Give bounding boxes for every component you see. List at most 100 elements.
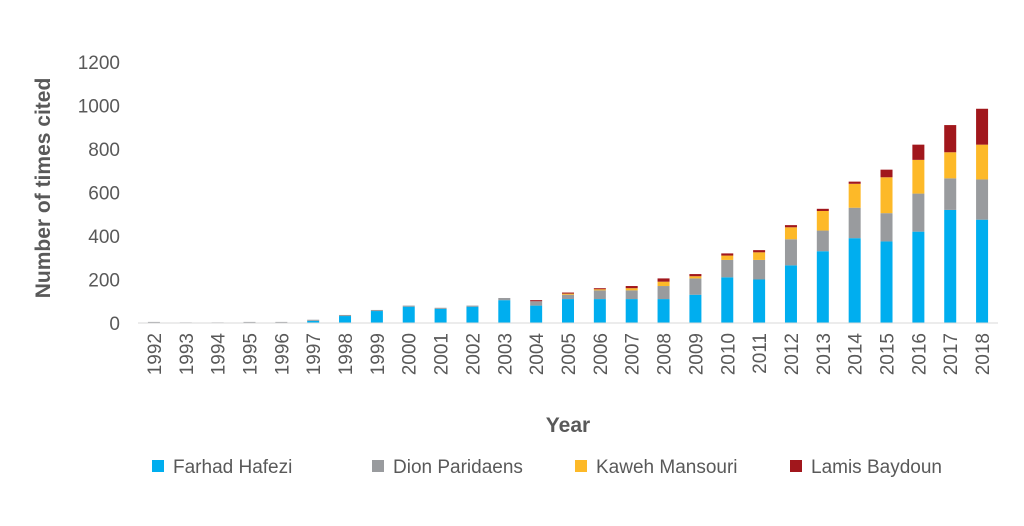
legend-label: Farhad Hafezi: [173, 457, 292, 478]
bar-segment: [912, 231, 925, 323]
x-tick-label: 2009: [686, 333, 707, 375]
bar-segment: [944, 178, 957, 210]
bar-segment: [657, 281, 670, 287]
x-tick-label: 2016: [909, 333, 930, 375]
bar-segment: [307, 320, 320, 323]
x-tick-label: 2004: [527, 333, 548, 376]
legend-swatch: [575, 460, 587, 472]
bar-segment: [848, 238, 861, 323]
bar-segment: [275, 321, 288, 323]
x-tick-label: 1993: [177, 333, 198, 375]
bar-segment: [912, 193, 925, 232]
bar-segment: [784, 239, 797, 266]
bar-segment: [562, 293, 574, 295]
bar-segment: [753, 279, 766, 323]
bar-segment: [784, 225, 797, 228]
bar-segment: [657, 278, 670, 282]
x-tick-label: 2008: [655, 333, 676, 375]
x-tick-label: 2003: [495, 333, 516, 375]
x-tick-label: 2000: [400, 333, 421, 375]
bar-segment: [976, 108, 989, 145]
x-tick-label: 1992: [145, 333, 166, 375]
bar-segment: [976, 179, 989, 220]
bar-segment: [753, 250, 766, 253]
bar-segment: [434, 307, 447, 309]
bar-segment: [689, 276, 702, 279]
bar-segment: [848, 181, 861, 184]
bar-segment: [562, 292, 574, 294]
y-tick-label: 800: [88, 140, 120, 161]
x-tick-label: 1994: [209, 333, 230, 376]
bar-segment: [530, 301, 543, 306]
bar-segment: [402, 306, 415, 323]
bar-segment: [816, 210, 829, 231]
bar-segment: [466, 305, 479, 307]
legend: Farhad Hafezi Dion Paridaens Kaweh Mansour…: [152, 457, 942, 478]
bar-segment: [753, 252, 766, 260]
bar-segment: [689, 278, 702, 295]
bar-segment: [625, 299, 638, 323]
bar-segment: [593, 289, 606, 291]
bar-segment: [721, 253, 734, 256]
x-tick-label: 1995: [240, 333, 261, 375]
bar-segment: [434, 308, 447, 323]
bar-segment: [498, 300, 511, 323]
bar-segment: [784, 227, 797, 240]
bar-segment: [625, 290, 638, 300]
x-tick-label: 2015: [878, 333, 899, 375]
bar-segment: [562, 299, 574, 323]
bar-segment: [848, 207, 861, 239]
x-tick-label: 2006: [591, 333, 612, 375]
y-axis-title: Number of times cited: [32, 78, 55, 299]
bars-layer: [147, 108, 989, 323]
bar-segment: [625, 286, 638, 289]
bar-segment: [880, 169, 893, 178]
legend-item: Kaweh Mansouri: [575, 457, 738, 478]
bar-segment: [816, 230, 829, 252]
legend-item: Lamis Baydoun: [790, 457, 942, 478]
bar-segment: [593, 290, 606, 300]
bar-segment: [657, 286, 670, 300]
x-tick-label: 1999: [368, 333, 389, 375]
bar-segment: [530, 305, 543, 323]
bar-segment: [944, 152, 957, 179]
bar-segment: [339, 316, 352, 323]
bar-segment: [721, 255, 734, 260]
legend-item: Farhad Hafezi: [152, 457, 292, 478]
legend-swatch: [152, 460, 164, 472]
bar-segment: [402, 305, 415, 307]
x-tick-label: 2010: [718, 333, 739, 375]
bar-segment: [976, 219, 989, 323]
bar-segment: [370, 311, 383, 323]
bar-segment: [880, 177, 893, 214]
x-tick-label: 2013: [814, 333, 835, 375]
bar-segment: [976, 144, 989, 180]
bar-segment: [880, 241, 893, 323]
bar-segment: [816, 251, 829, 323]
bar-segment: [657, 299, 670, 323]
bar-segment: [784, 265, 797, 323]
bar-segment: [625, 288, 638, 291]
bar-segment: [721, 277, 734, 323]
bar-segment: [339, 314, 352, 317]
bar-segment: [147, 321, 160, 323]
bar-segment: [848, 183, 861, 208]
bar-segment: [307, 319, 320, 321]
legend-label: Kaweh Mansouri: [596, 457, 738, 478]
y-tick-label: 0: [109, 314, 120, 335]
y-tick-label: 200: [88, 271, 120, 292]
bar-segment: [753, 259, 766, 280]
x-tick-label: 2007: [623, 333, 644, 375]
legend-label: Lamis Baydoun: [811, 457, 942, 478]
x-tick-label: 2014: [846, 333, 867, 376]
bar-segment: [498, 297, 511, 301]
bar-segment: [912, 159, 925, 194]
legend-swatch: [372, 460, 384, 472]
bar-segment: [466, 306, 479, 323]
bar-segment: [944, 209, 957, 323]
x-tick-label: 2002: [463, 333, 484, 375]
bar-segment: [912, 144, 925, 160]
x-tick-label: 1998: [336, 333, 357, 375]
bar-segment: [593, 299, 606, 323]
